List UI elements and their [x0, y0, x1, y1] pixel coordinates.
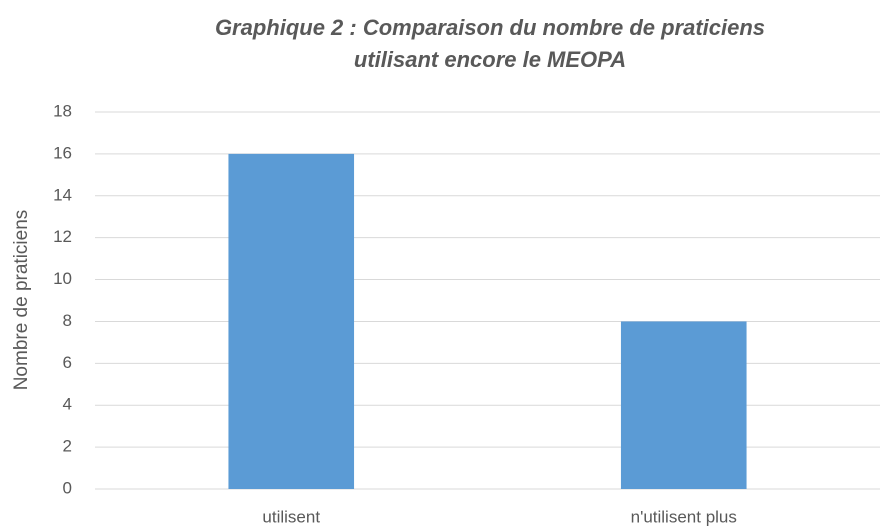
y-tick-label: 16 — [53, 143, 72, 162]
y-tick-label: 8 — [63, 311, 72, 330]
chart-title: Graphique 2 : Comparaison du nombre de p… — [214, 15, 766, 72]
bar — [620, 321, 747, 489]
y-axis-label: Nombre de praticiens — [11, 210, 32, 391]
y-tick-label: 4 — [63, 395, 72, 414]
y-tick-label: 18 — [53, 101, 72, 120]
x-tick-label: utilisent — [262, 507, 320, 526]
y-tick-label: 0 — [63, 478, 72, 497]
y-tick-label: 14 — [53, 185, 72, 204]
bar — [228, 153, 355, 489]
y-tick-label: 2 — [63, 437, 72, 456]
y-tick-label: 10 — [53, 269, 72, 288]
y-tick-label: 12 — [53, 227, 72, 246]
y-tick-label: 6 — [63, 353, 72, 372]
x-tick-label: n'utilisent plus — [631, 507, 737, 526]
